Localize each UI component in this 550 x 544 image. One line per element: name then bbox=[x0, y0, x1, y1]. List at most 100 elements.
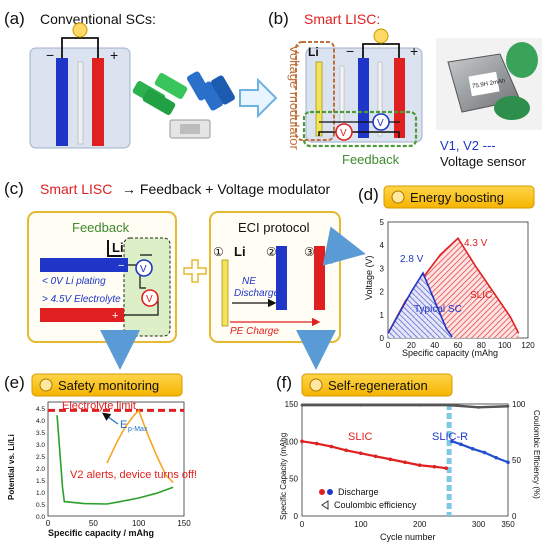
lisc-wire bbox=[362, 43, 400, 58]
d-xlabel: Specific capacity (mAhg bbox=[402, 348, 498, 358]
safety-badge bbox=[31, 373, 183, 397]
e-ytick-label: 4.5 bbox=[36, 406, 45, 413]
f-ylabel-left: Specific Capacity (mAhg bbox=[279, 433, 288, 520]
d-xtick-label: 40 bbox=[430, 341, 439, 350]
feedback-sensor-wires bbox=[124, 254, 159, 316]
f-point-ce bbox=[447, 403, 451, 407]
d-xtick-label: 100 bbox=[498, 341, 512, 350]
panel-c-label: (c) bbox=[4, 179, 24, 198]
panel-b-title: Smart LISC: bbox=[304, 11, 380, 27]
eci-step-3: ③ bbox=[304, 245, 315, 259]
f-xtick-label: 0 bbox=[300, 520, 305, 529]
e-ytick-label: 0.5 bbox=[36, 502, 45, 509]
conventional-plus: + bbox=[110, 47, 118, 63]
e-ytick-label: 1.5 bbox=[36, 478, 45, 485]
conventional-positive-electrode bbox=[92, 58, 104, 146]
smiley-icon-f bbox=[309, 378, 323, 392]
sensor-legend: V1, V2 --- bbox=[440, 138, 496, 153]
c-v1-sensor-label: V bbox=[140, 264, 147, 275]
e-ytick-label: 3.5 bbox=[36, 430, 45, 437]
f-point-slic bbox=[300, 439, 304, 444]
e-ytick-label: 3.0 bbox=[36, 442, 45, 449]
e-xlabel: Specific capacity / mAhg bbox=[48, 528, 154, 538]
eci-negative-electrode bbox=[276, 246, 287, 310]
f-ytick-right-label: 100 bbox=[512, 400, 526, 409]
ne-discharge-line1: NE bbox=[242, 276, 256, 287]
feedback-li-label: Li bbox=[112, 240, 124, 255]
feedback-negative-bar bbox=[40, 258, 128, 272]
d-label-slic: SLIC bbox=[470, 290, 492, 301]
c-v2-sensor-label: V bbox=[146, 294, 153, 305]
c-v2-sensor-icon bbox=[141, 289, 159, 307]
feedback-box bbox=[302, 110, 418, 148]
v1-sensor-label: V bbox=[377, 118, 384, 129]
lisc-positive-electrode bbox=[394, 58, 405, 138]
panel-a: (a) Conventional SCs: − + bbox=[4, 9, 278, 149]
panel-f: (f) Self-regeneration Specific Capacity … bbox=[276, 373, 541, 542]
d-ytick-label: 4 bbox=[380, 241, 385, 250]
feedback-positive-bar bbox=[40, 308, 124, 322]
f-point-slic-r bbox=[494, 455, 499, 460]
f-ytick-left-label: 150 bbox=[285, 400, 299, 409]
f-ytick-left-label: 100 bbox=[285, 437, 299, 446]
voltage-modulator-label: Voltage modulator bbox=[287, 45, 302, 150]
conventional-separator bbox=[77, 61, 84, 145]
legend-discharge-red-dot bbox=[319, 489, 325, 495]
e-xtick-label: 100 bbox=[132, 519, 146, 528]
d-xtick-label: 120 bbox=[521, 341, 535, 350]
e-ytick-label: 1.0 bbox=[36, 490, 45, 497]
panel-f-label: (f) bbox=[276, 373, 292, 392]
feedback-label: Feedback bbox=[342, 152, 400, 167]
eci-title: ECI protocol bbox=[238, 220, 310, 235]
f-point-slic-r bbox=[506, 460, 510, 465]
feedback-li-bracket bbox=[107, 240, 122, 257]
conventional-negative-electrode bbox=[56, 58, 68, 146]
d-label-2-8v: 2.8 V bbox=[400, 254, 424, 265]
panel-c-title-red: Smart LISC bbox=[40, 181, 112, 197]
legend-ce-icon bbox=[321, 500, 329, 510]
conventional-wire bbox=[61, 37, 99, 58]
f-label-slic-r: SLIC-R bbox=[432, 431, 468, 443]
panel-a-title: Conventional SCs: bbox=[40, 11, 156, 27]
ep-max-label: E bbox=[120, 419, 127, 431]
d-ylabel: Voltage (V) bbox=[364, 255, 374, 300]
eci-step-2: ② bbox=[266, 245, 277, 259]
feedback-positive-plus: + bbox=[112, 310, 118, 322]
panel-d-label: (d) bbox=[358, 185, 379, 204]
e-xtick-label: 50 bbox=[89, 519, 98, 528]
feedback-negative-minus: − bbox=[118, 260, 124, 272]
f-point-slic-r bbox=[482, 450, 487, 455]
safety-badge-text: Safety monitoring bbox=[58, 378, 159, 393]
e-ytick-label: 4.0 bbox=[36, 418, 45, 425]
f-point-slic bbox=[417, 463, 422, 468]
self-regeneration-text: Self-regeneration bbox=[328, 378, 428, 393]
panel-b-label: (b) bbox=[268, 9, 289, 28]
panel-e-label: (e) bbox=[4, 373, 25, 392]
electrolyte-label: > 4.5V Electrolyte bbox=[42, 294, 121, 305]
f-ytick-right-label: 0 bbox=[512, 512, 517, 521]
voltage-modulator-box bbox=[295, 41, 335, 141]
lisc-minus: − bbox=[346, 43, 354, 59]
eci-positive-electrode bbox=[314, 246, 325, 310]
panel-b: (b) Smart LISC: Voltage modulator Li − +… bbox=[268, 9, 542, 169]
lisc-negative-electrode bbox=[358, 58, 369, 138]
f-point-ce bbox=[359, 403, 363, 407]
legend-ce-text: Coulombic efficiency bbox=[334, 500, 417, 510]
eci-step-1: ① bbox=[213, 245, 224, 259]
eci-li-label: Li bbox=[234, 244, 246, 259]
f-point-slic-r bbox=[450, 439, 454, 444]
f-ytick-left-label: 0 bbox=[294, 512, 299, 521]
d-xtick-label: 80 bbox=[477, 341, 486, 350]
lisc-bulb-icon bbox=[373, 28, 389, 44]
panel-e: (e) Safety monitoring Potential vs. Li/L… bbox=[4, 373, 197, 538]
f-point-slic bbox=[388, 457, 393, 462]
e-plot-frame bbox=[47, 401, 185, 517]
d-area-typical-sc bbox=[388, 273, 453, 338]
legend-discharge-text: Discharge bbox=[338, 487, 379, 497]
feedback-wire-v2 bbox=[318, 131, 400, 138]
f-point-ce bbox=[506, 404, 510, 408]
feedback-sensor-zone bbox=[123, 237, 171, 337]
pouch-cell-marking: 75.9H 2mAh bbox=[472, 78, 506, 90]
lisc-li-electrode bbox=[315, 61, 323, 137]
